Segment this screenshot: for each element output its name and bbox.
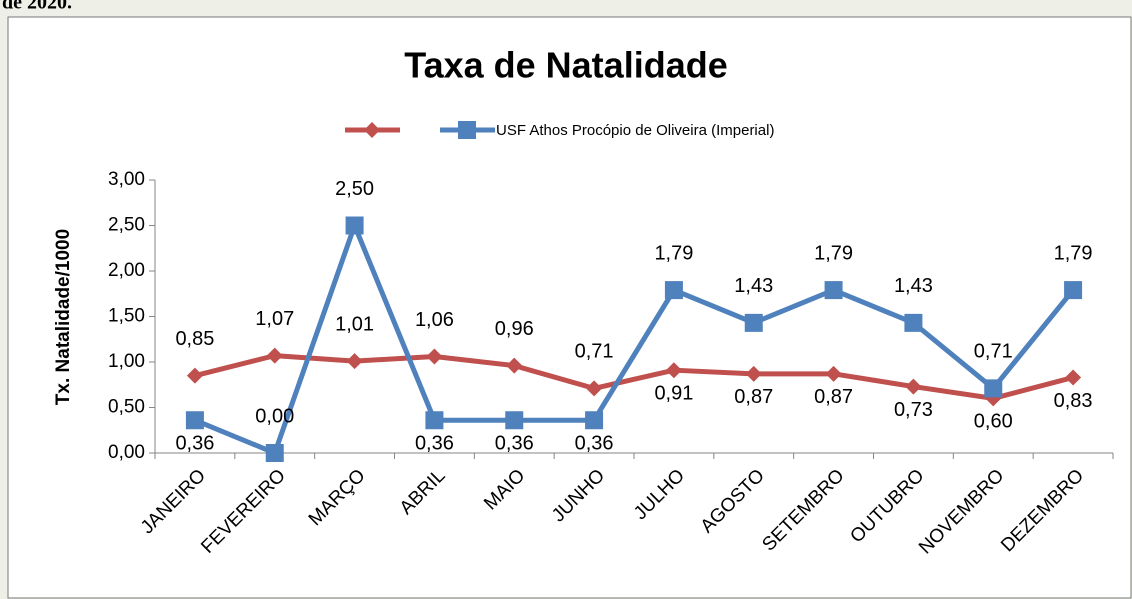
data-label: 1,43	[894, 275, 933, 297]
point	[266, 347, 283, 364]
point	[186, 367, 203, 384]
data-label: 0,36	[175, 433, 214, 455]
point	[984, 379, 1003, 398]
y-tick-label: 0,00	[108, 442, 145, 463]
data-label: 0,83	[1054, 390, 1093, 412]
point	[345, 216, 364, 235]
data-label: 0,36	[415, 433, 454, 455]
point	[905, 378, 922, 395]
data-label: 0,00	[255, 405, 294, 427]
legend-marker	[458, 121, 476, 139]
point	[426, 348, 443, 365]
point	[506, 357, 523, 374]
y-tick-label: 1,00	[108, 351, 145, 372]
data-label: 1,07	[255, 308, 294, 330]
line	[193, 223, 1076, 456]
point	[425, 411, 444, 430]
data-label: 0,91	[654, 382, 693, 404]
data-label: 0,36	[575, 433, 614, 455]
data-label: 0,87	[814, 386, 853, 408]
point	[825, 365, 842, 382]
data-label: 0,71	[575, 341, 614, 363]
data-label: 1,79	[814, 242, 853, 264]
y-tick-label: 3,00	[108, 169, 145, 190]
y-tick-label: 2,50	[108, 215, 145, 236]
point	[664, 281, 683, 300]
point	[585, 411, 604, 430]
point	[586, 380, 603, 397]
point	[745, 365, 762, 382]
point	[904, 313, 923, 332]
y-tick-label: 1,50	[108, 306, 145, 327]
caption: de 2020.	[2, 0, 72, 14]
point	[1065, 369, 1082, 386]
data-label: 1,79	[654, 242, 693, 264]
legend-marker	[364, 122, 380, 138]
y-tick-label: 2,00	[108, 260, 145, 281]
chart-title: Taxa de Natalidade	[404, 45, 727, 86]
y-axis-title: Tx. Natalidade/1000	[53, 229, 74, 405]
point	[744, 313, 763, 332]
legend-label: USF Athos Procópio de Oliveira (Imperial…	[496, 122, 774, 139]
point	[824, 281, 843, 300]
data-label: 0,71	[974, 341, 1013, 363]
data-label: 1,43	[734, 275, 773, 297]
point	[265, 444, 284, 462]
data-label: 0,73	[894, 399, 933, 421]
point	[185, 411, 204, 430]
line	[194, 353, 1074, 401]
data-label: 1,01	[335, 313, 374, 335]
point	[1064, 281, 1083, 300]
chart-frame	[7, 16, 1132, 599]
data-label: 1,79	[1054, 242, 1093, 264]
data-label: 0,85	[175, 328, 214, 350]
data-label: 0,36	[495, 433, 534, 455]
data-label: 0,87	[734, 386, 773, 408]
data-label: 2,50	[335, 178, 374, 200]
data-label: 1,06	[415, 309, 454, 331]
data-label: 0,60	[974, 411, 1013, 433]
y-tick-label: 0,50	[108, 397, 145, 418]
point	[665, 362, 682, 379]
point	[346, 353, 363, 370]
point	[505, 411, 524, 430]
data-label: 0,96	[495, 318, 534, 340]
